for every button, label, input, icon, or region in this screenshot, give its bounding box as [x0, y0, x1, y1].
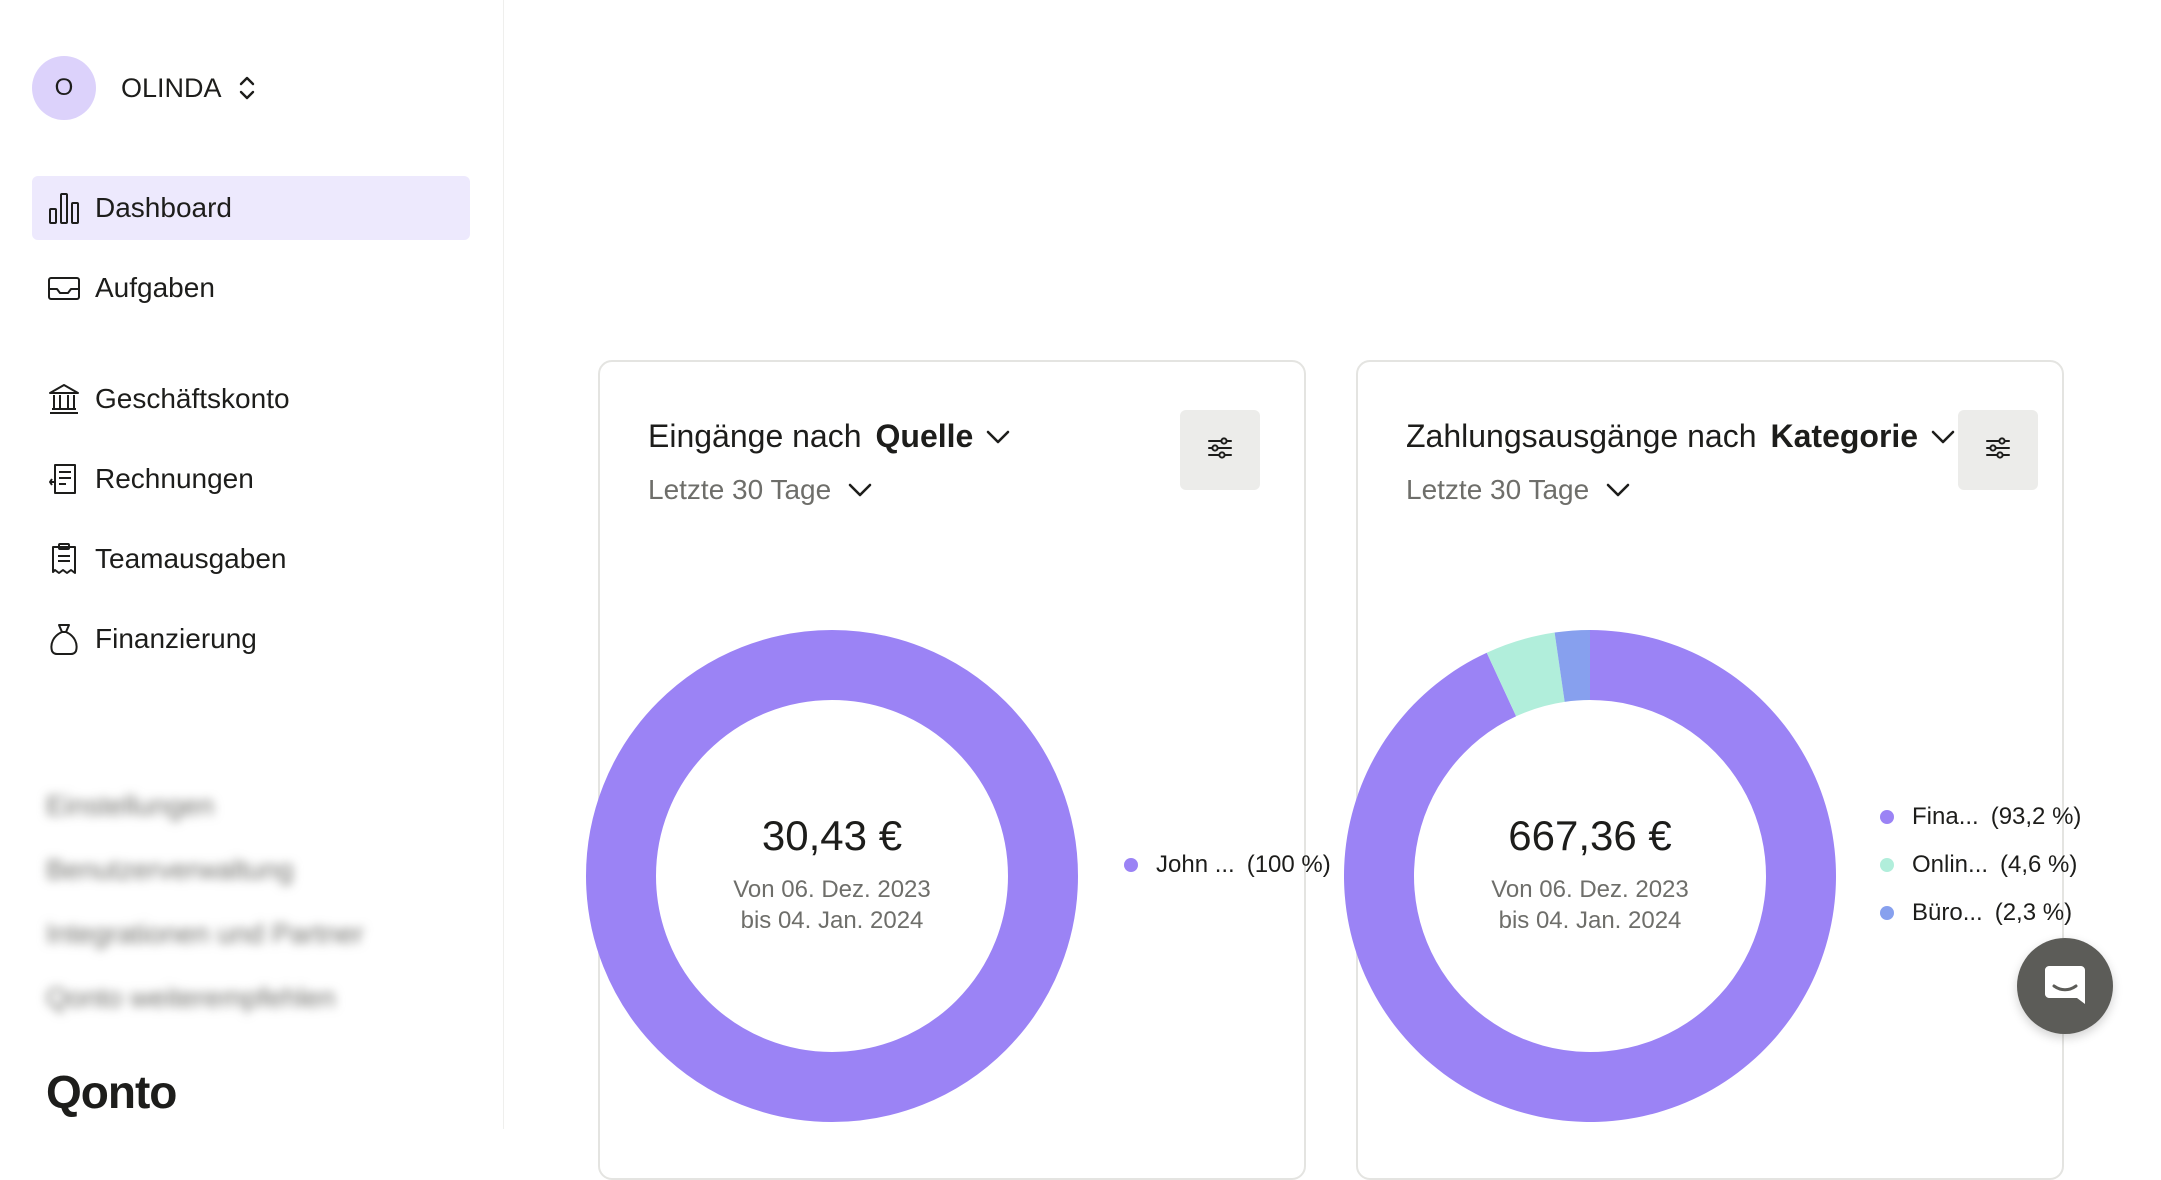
chart-filter-button[interactable]: [1180, 410, 1260, 490]
bar-chart-icon: [46, 190, 82, 226]
card-title: Eingänge nach Quelle: [648, 418, 1011, 455]
legend-swatch: [1880, 810, 1894, 824]
donut-slice-bro[interactable]: [1554, 630, 1590, 702]
organization-name: OLINDA: [121, 72, 222, 103]
expenses-by-category-card: Zahlungsausgänge nach Kategorie Letzte 3…: [1344, 360, 2081, 1180]
sidebar-item-tasks[interactable]: Aufgaben: [32, 256, 470, 320]
sidebar-item-label: Teamausgaben: [95, 543, 287, 574]
expenses-donut-chart: [1344, 630, 1836, 1122]
donut-center: 667,36 € Von 06. Dez. 2023 bis 04. Jan. …: [1344, 812, 1836, 936]
chart-filter-button[interactable]: [1958, 410, 2038, 490]
total-amount: 30,43 €: [761, 812, 903, 859]
sidebar-item-label: Dashboard: [95, 192, 232, 223]
chevron-down-icon[interactable]: [1930, 429, 1956, 445]
legend-percent: (4,6 %): [2000, 851, 2078, 878]
card-title: Zahlungsausgänge nach Kategorie: [1406, 418, 1956, 455]
legend-percent: (93,2 %): [1990, 803, 2082, 830]
legend-label: John ...: [1156, 851, 1235, 878]
legend-swatch: [1880, 906, 1894, 920]
date-range: Von 06. Dez. 2023 bis 04. Jan. 2024: [586, 874, 1078, 936]
period-label: Letzte 30 Tage: [648, 474, 832, 505]
sidebar-item-label: Aufgaben: [95, 272, 215, 303]
sidebar-item-financing[interactable]: Finanzierung: [32, 607, 470, 671]
sliders-icon: [1207, 436, 1233, 465]
sidebar-item-team-expenses[interactable]: Teamausgaben: [32, 527, 470, 591]
income-donut-chart: [586, 630, 1078, 1122]
card-title-prefix: Eingänge nach: [648, 418, 862, 454]
sidebar-item-dashboard[interactable]: Dashboard: [32, 176, 470, 240]
donut-slice-onlin[interactable]: [1486, 632, 1565, 717]
legend-label: Onlin...: [1912, 851, 1989, 878]
dimension-selector[interactable]: Quelle: [875, 418, 974, 454]
sidebar-item-user-management[interactable]: Benutzerverwaltung: [46, 854, 294, 885]
legend-swatch: [1124, 858, 1138, 872]
period-label: Letzte 30 Tage: [1406, 474, 1590, 505]
sidebar-item-label: Geschäftskonto: [95, 383, 290, 414]
legend-item[interactable]: Fina... (93,2 %): [1880, 793, 2081, 841]
legend-percent: (2,3 %): [1994, 899, 2073, 926]
sidebar-item-business-account[interactable]: Geschäftskonto: [32, 367, 470, 431]
sidebar-item-integrations[interactable]: Integrationen und Partner: [46, 918, 364, 949]
legend-swatch: [1880, 858, 1894, 872]
legend-label: Büro...: [1912, 899, 1983, 926]
legend-item[interactable]: Onlin... (4,6 %): [1880, 841, 2081, 889]
chevron-down-icon: [1605, 482, 1631, 498]
total-amount: 667,36 €: [1508, 812, 1672, 859]
chat-bubble-icon: [2041, 960, 2089, 1013]
date-range-start: Von 06. Dez. 2023: [733, 876, 931, 903]
income-by-source-card: Eingänge nach Quelle Letzte 30 Tage 30,4…: [586, 360, 1331, 1180]
legend-item[interactable]: John ... (100 %): [1124, 841, 1331, 889]
support-chat-button[interactable]: [2017, 938, 2113, 1034]
donut-slice-john[interactable]: [586, 630, 1078, 1122]
legend-item[interactable]: Büro... (2,3 %): [1880, 889, 2081, 937]
chart-legend: John ... (100 %): [1124, 841, 1331, 889]
legend-label: Fina...: [1912, 803, 1979, 830]
period-selector[interactable]: Letzte 30 Tage: [648, 474, 873, 506]
period-selector[interactable]: Letzte 30 Tage: [1406, 474, 1631, 506]
invoice-icon: [46, 461, 82, 497]
dimension-selector[interactable]: Kategorie: [1770, 418, 1919, 454]
sliders-icon: [1985, 436, 2011, 465]
sidebar-item-recommend[interactable]: Qonto weiterempfehlen: [46, 982, 336, 1013]
receipt-icon: [46, 541, 82, 577]
organization-switcher[interactable]: O OLINDA: [32, 56, 256, 120]
money-bag-icon: [46, 621, 82, 657]
bank-icon: [46, 381, 82, 417]
sidebar-item-settings[interactable]: Einstellungen: [46, 790, 215, 821]
chevron-up-down-icon: [238, 73, 256, 103]
avatar: O: [32, 56, 96, 120]
date-range-end: bis 04. Jan. 2024: [740, 907, 924, 934]
legend-percent: (100 %): [1246, 851, 1331, 878]
sidebar-item-invoices[interactable]: Rechnungen: [32, 447, 470, 511]
sidebar-item-label: Rechnungen: [95, 463, 254, 494]
donut-center: 30,43 € Von 06. Dez. 2023 bis 04. Jan. 2…: [586, 812, 1078, 936]
chevron-down-icon[interactable]: [985, 429, 1011, 445]
date-range-start: Von 06. Dez. 2023: [1491, 876, 1689, 903]
chevron-down-icon: [847, 482, 873, 498]
card-title-prefix: Zahlungsausgänge nach: [1406, 418, 1757, 454]
date-range: Von 06. Dez. 2023 bis 04. Jan. 2024: [1344, 874, 1836, 936]
chart-legend: Fina... (93,2 %) Onlin... (4,6 %) Büro..…: [1880, 793, 2081, 937]
sidebar-item-label: Finanzierung: [95, 623, 257, 654]
qonto-logo: Qonto: [46, 1066, 177, 1118]
sidebar: O OLINDA Dashboard Aufgaben Geschäftskon…: [0, 0, 504, 1129]
inbox-icon: [46, 270, 82, 306]
date-range-end: bis 04. Jan. 2024: [1498, 907, 1682, 934]
